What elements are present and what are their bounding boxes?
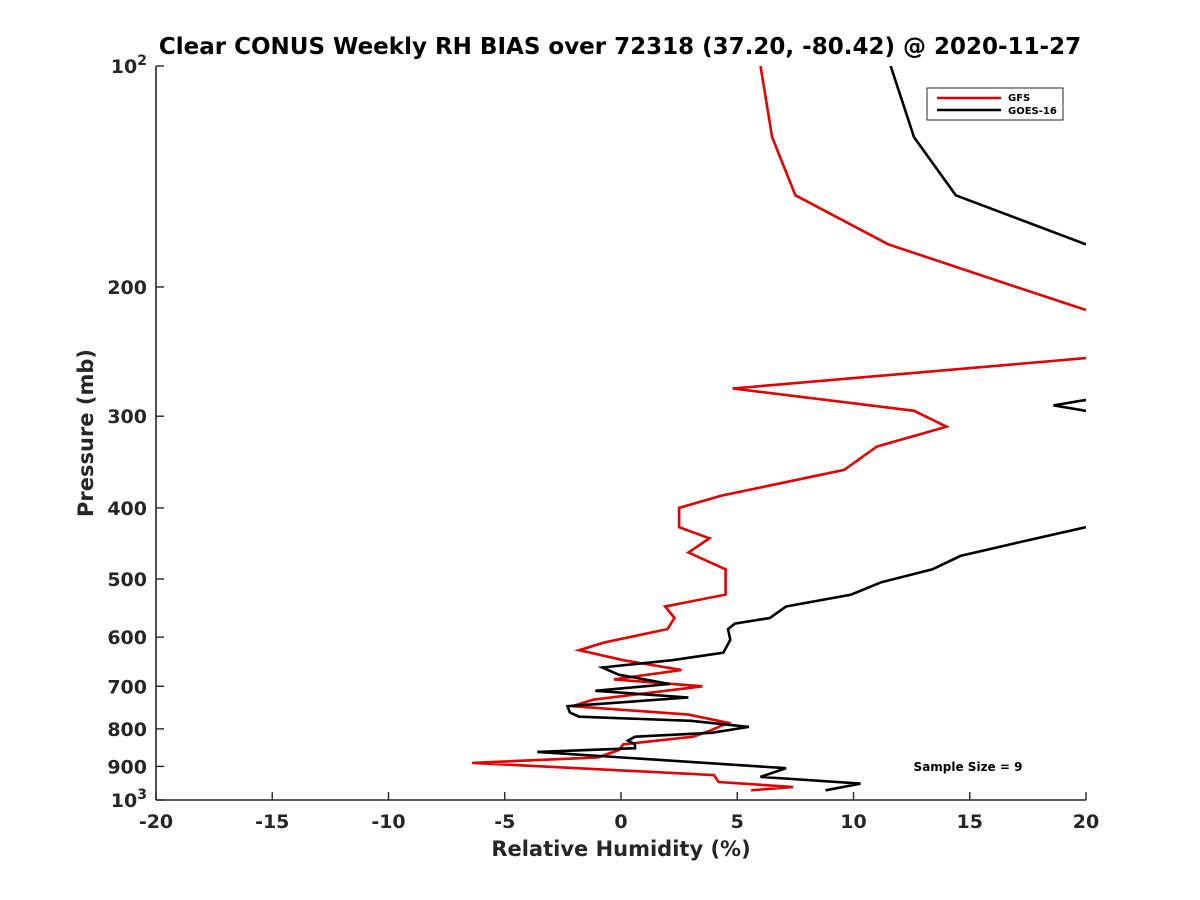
series-line-goes16 <box>1053 398 1086 413</box>
y-tick-label: 500 <box>107 569 147 591</box>
y-tick-label: 300 <box>107 406 147 428</box>
y-tick-label: 800 <box>107 719 147 741</box>
series-line-goes16 <box>537 525 1086 792</box>
x-axis-ticks: -20 -15 -10 -5 0 5 10 15 20 <box>139 792 1099 833</box>
x-tick-label: -20 <box>139 811 173 833</box>
sample-size-annotation: Sample Size = 9 <box>914 760 1023 774</box>
legend: GFS GOES-16 <box>926 87 1064 121</box>
y-tick-label: 400 <box>107 498 147 520</box>
y-tick-label: 102 <box>111 53 147 78</box>
x-axis-label: Relative Humidity (%) <box>491 837 750 861</box>
x-tick-label: 0 <box>614 811 627 833</box>
y-axis-label: Pressure (mb) <box>74 349 98 517</box>
x-tick-label: 15 <box>957 811 983 833</box>
x-tick-label: 5 <box>731 811 744 833</box>
y-tick-label: 103 <box>111 787 147 812</box>
x-tick-label: -10 <box>371 811 405 833</box>
y-axis-ticks: 102 200 300 400 500 600 700 800 900 103 <box>107 53 164 812</box>
y-tick-label: 600 <box>107 627 147 649</box>
x-tick-label: -5 <box>494 811 515 833</box>
legend-label-goes16: GOES-16 <box>1008 106 1057 117</box>
x-tick-label: 10 <box>840 811 866 833</box>
y-tick-label: 900 <box>107 756 147 778</box>
y-tick-label: 200 <box>107 277 147 299</box>
series-layer <box>472 66 1086 792</box>
legend-label-gfs: GFS <box>1008 93 1030 104</box>
legend-box <box>926 87 1064 121</box>
chart-title: Clear CONUS Weekly RH BIAS over 72318 (3… <box>159 34 1081 60</box>
series-line-gfs <box>759 66 1086 312</box>
y-tick-label: 700 <box>107 676 147 698</box>
plot-area <box>156 66 1086 800</box>
x-tick-label: 20 <box>1073 811 1099 833</box>
x-tick-label: -15 <box>255 811 289 833</box>
series-line-gfs <box>472 356 1086 792</box>
series-line-goes16 <box>889 66 1086 246</box>
